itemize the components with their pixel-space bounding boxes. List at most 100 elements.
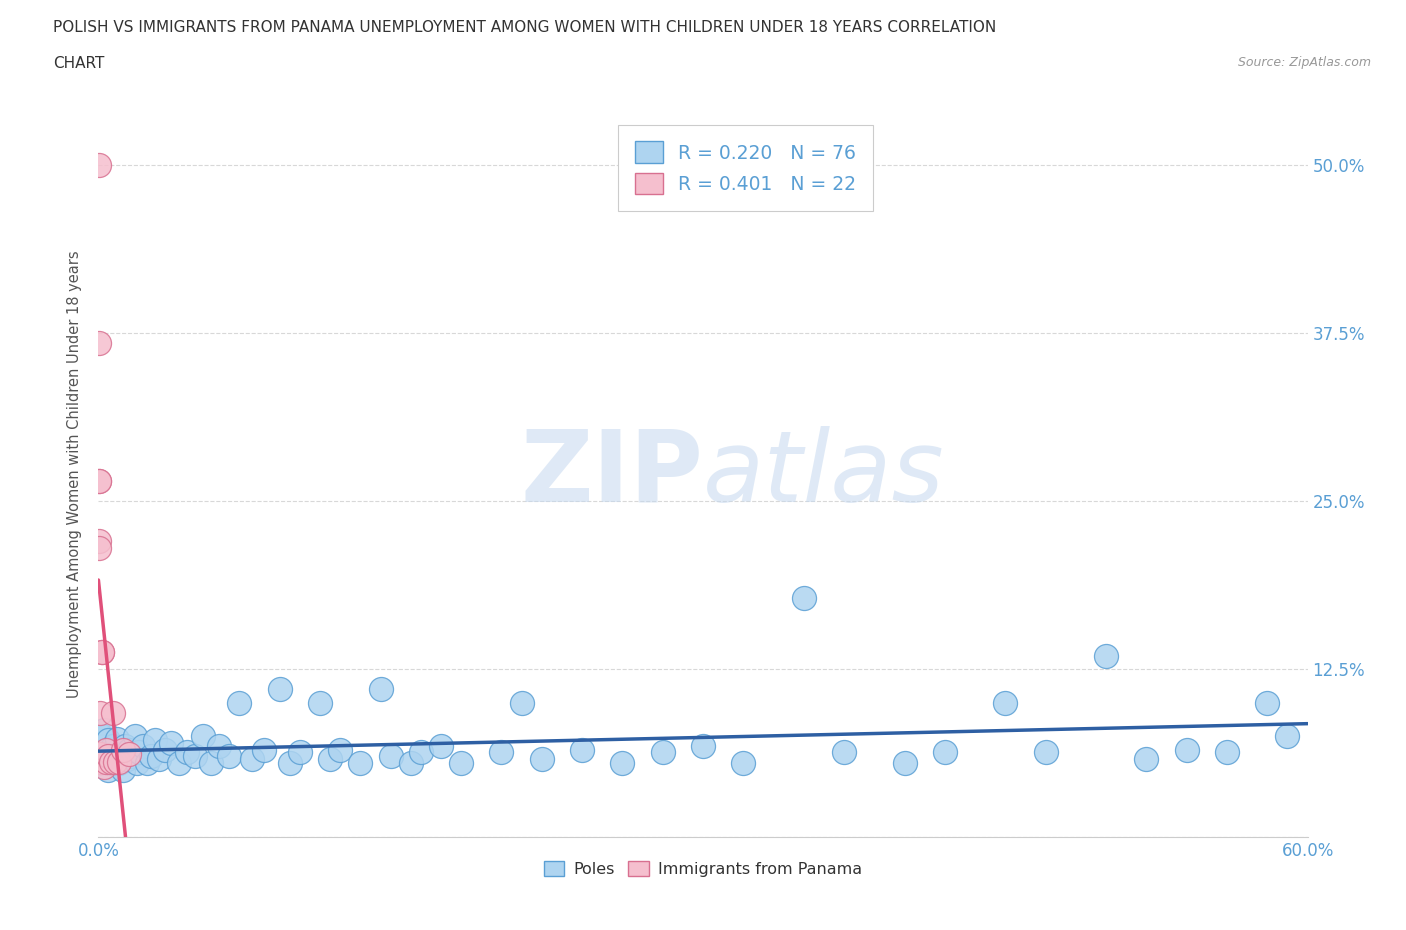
Point [91, 644, 114, 659]
Point [89, 335, 111, 350]
Point [124, 729, 146, 744]
Y-axis label: Unemployment Among Women with Children Under 18 years: Unemployment Among Women with Children U… [67, 250, 83, 698]
Point [184, 749, 207, 764]
Point [135, 756, 157, 771]
Point [125, 756, 148, 771]
Point [218, 749, 240, 764]
Point [380, 749, 402, 764]
Point [89, 540, 111, 555]
Point [96, 751, 118, 766]
Point [103, 754, 125, 769]
Point [111, 763, 134, 777]
Point [193, 729, 215, 744]
Point [370, 682, 392, 697]
Point [153, 742, 176, 757]
Point [143, 733, 166, 748]
Point [93, 722, 115, 737]
Point [103, 749, 125, 764]
Point [934, 745, 956, 760]
Point [450, 756, 472, 771]
Point [1216, 745, 1239, 760]
Point [994, 696, 1017, 711]
Point [89, 534, 111, 549]
Point [240, 751, 263, 766]
Point [91, 738, 114, 753]
Point [118, 742, 141, 757]
Point [399, 756, 422, 771]
Point [110, 746, 132, 761]
Point [319, 751, 342, 766]
Point [1277, 729, 1299, 744]
Point [97, 749, 120, 764]
Point [89, 736, 111, 751]
Text: ZIP: ZIP [520, 426, 703, 523]
Point [100, 756, 122, 771]
Point [651, 745, 673, 760]
Point [288, 745, 311, 760]
Point [120, 749, 142, 764]
Point [793, 591, 815, 605]
Point [101, 738, 124, 753]
Point [128, 745, 150, 760]
Point [430, 738, 453, 753]
Text: Source: ZipAtlas.com: Source: ZipAtlas.com [1237, 56, 1371, 69]
Point [278, 756, 301, 771]
Point [329, 742, 352, 757]
Point [510, 696, 533, 711]
Text: atlas: atlas [703, 426, 945, 523]
Point [115, 751, 138, 766]
Point [491, 745, 513, 760]
Point [100, 745, 122, 760]
Point [692, 738, 714, 753]
Point [97, 763, 120, 777]
Point [100, 754, 122, 769]
Point [1175, 742, 1198, 757]
Point [733, 756, 755, 771]
Point [349, 756, 371, 771]
Point [208, 738, 231, 753]
Point [612, 756, 634, 771]
Point [132, 738, 155, 753]
Point [111, 742, 134, 757]
Point [1135, 751, 1157, 766]
Point [269, 682, 291, 697]
Point [89, 473, 111, 488]
Point [96, 754, 118, 769]
Point [90, 754, 112, 769]
Point [91, 729, 114, 744]
Point [89, 746, 111, 761]
Point [167, 756, 190, 771]
Point [101, 706, 124, 721]
Legend: Poles, Immigrants from Panama: Poles, Immigrants from Panama [537, 855, 869, 884]
Point [176, 745, 198, 760]
Point [228, 696, 250, 711]
Point [97, 733, 120, 748]
Point [93, 749, 115, 764]
Point [893, 756, 915, 771]
Point [409, 745, 432, 760]
Point [118, 746, 141, 761]
Point [89, 746, 111, 761]
Point [530, 751, 553, 766]
Point [114, 738, 136, 753]
Point [89, 158, 111, 173]
Point [91, 644, 114, 659]
Point [107, 754, 129, 769]
Point [253, 742, 276, 757]
Point [309, 696, 332, 711]
Point [89, 473, 111, 488]
Point [96, 742, 118, 757]
Point [1095, 648, 1118, 663]
Point [571, 742, 593, 757]
Point [160, 736, 183, 751]
Point [93, 760, 115, 775]
Point [89, 754, 111, 769]
Text: CHART: CHART [53, 56, 105, 71]
Point [89, 756, 111, 771]
Point [89, 706, 111, 721]
Point [148, 751, 170, 766]
Point [139, 749, 162, 764]
Point [105, 732, 128, 747]
Point [200, 756, 222, 771]
Point [96, 742, 118, 757]
